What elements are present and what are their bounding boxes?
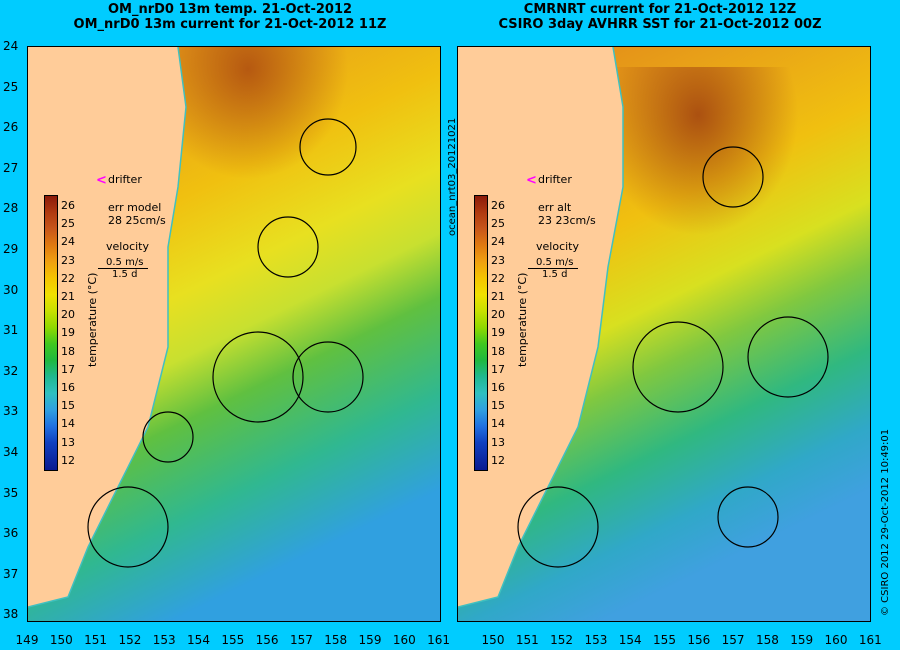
longitude-tick: 153 <box>152 633 176 647</box>
longitude-tick: 157 <box>721 633 745 647</box>
latitude-tick: 26 <box>3 120 19 135</box>
longitude-tick: 161 <box>427 633 451 647</box>
latitude-tick: 32 <box>3 363 19 378</box>
left-title-line2: OM_nrD0 13m current for 21-Oct-2012 11Z <box>73 17 387 32</box>
latitude-tick: 37 <box>3 566 19 581</box>
longitude-tick: 158 <box>324 633 348 647</box>
right-map: < drifter err alt 23 23cm/s velocity 0.5… <box>457 46 871 622</box>
longitude-tick: 159 <box>358 633 382 647</box>
longitude-tick: 155 <box>221 633 245 647</box>
latitude-tick: 33 <box>3 404 19 419</box>
longitude-tick: 154 <box>618 633 642 647</box>
longitude-tick: 149 <box>15 633 39 647</box>
left-map-field <box>28 47 440 621</box>
right-title-line1: CMRNRT current for 21-Oct-2012 12Z <box>523 2 797 17</box>
latitude-tick: 31 <box>3 323 19 338</box>
longitude-tick: 161 <box>858 633 882 647</box>
longitude-tick: 155 <box>653 633 676 647</box>
longitude-tick: 151 <box>84 633 108 647</box>
longitude-tick: 150 <box>481 633 505 647</box>
latitude-tick: 24 <box>3 39 19 53</box>
latitude-tick: 29 <box>3 242 19 256</box>
left-title-line1: OM_nrD0 13m temp. 21-Oct-2012 <box>107 2 353 17</box>
right-current-arrows <box>517 146 829 568</box>
longitude-tick: 153 <box>584 633 608 647</box>
right-title-line2: CSIRO 3day AVHRR SST for 21-Oct-2012 00Z <box>498 17 822 32</box>
longitude-tick: 160 <box>392 633 416 647</box>
longitude-tick: 160 <box>824 633 848 647</box>
latitude-tick: 36 <box>3 526 19 541</box>
latitude-tick: 34 <box>3 445 19 459</box>
longitude-tick: 151 <box>515 633 539 647</box>
latitude-tick: 27 <box>3 160 19 175</box>
latitude-tick: 28 <box>3 201 19 216</box>
latitude-tick: 38 <box>3 607 19 622</box>
longitude-tick: 152 <box>550 633 574 647</box>
longitude-tick: 152 <box>118 633 142 647</box>
longitude-tick: 159 <box>790 633 814 647</box>
longitude-tick: 150 <box>49 633 73 647</box>
run-id-label: ocean_nrt03_20121021 <box>447 117 458 236</box>
copyright-label: © CSIRO 2012 29-Oct-2012 10:49:01 <box>880 428 891 616</box>
latitude-tick: 25 <box>3 79 19 94</box>
longitude-tick: 154 <box>187 633 210 647</box>
left-map: < drifter err model 28 25cm/s velocity 0… <box>27 46 441 622</box>
latitude-tick: 35 <box>3 485 19 500</box>
right-map-field <box>458 47 870 621</box>
latitude-tick: 30 <box>3 282 19 297</box>
longitude-tick: 157 <box>289 633 313 647</box>
longitude-tick: 156 <box>687 633 711 647</box>
longitude-tick: 156 <box>255 633 279 647</box>
right-panel-title: CMRNRT current for 21-Oct-2012 12Z CSIRO… <box>450 2 870 32</box>
left-current-arrows <box>87 118 364 568</box>
left-panel-title: OM_nrD0 13m temp. 21-Oct-2012 OM_nrD0 13… <box>20 2 440 32</box>
longitude-tick: 158 <box>755 633 779 647</box>
